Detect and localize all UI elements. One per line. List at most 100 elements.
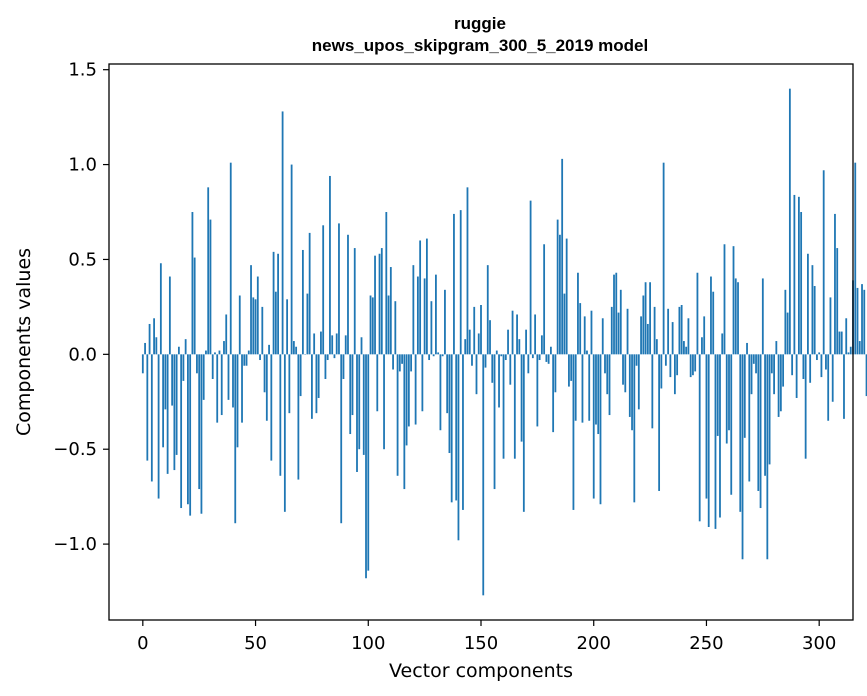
bar-component-304 — [827, 354, 830, 421]
bar-component-64 — [286, 299, 289, 355]
bar-component-85 — [333, 354, 336, 359]
y-tick-label: 0.5 — [68, 249, 97, 270]
bar-component-285 — [784, 289, 787, 355]
bar-component-7 — [157, 354, 160, 499]
bar-component-186 — [561, 158, 564, 355]
bar-component-10 — [164, 354, 167, 410]
bar-component-110 — [389, 267, 392, 355]
bar-component-235 — [671, 322, 674, 355]
bar-component-206 — [606, 354, 609, 395]
bar-component-115 — [401, 354, 403, 364]
bar-component-51 — [256, 276, 259, 355]
x-tick-label: 100 — [351, 633, 385, 654]
bar-component-243 — [689, 354, 692, 378]
bar-component-283 — [779, 354, 782, 412]
bar-component-107 — [383, 354, 385, 450]
bar-component-195 — [581, 354, 584, 423]
bar-component-35 — [220, 354, 223, 416]
bar-component-90 — [344, 335, 347, 355]
bar-component-140 — [457, 354, 460, 541]
bar-component-104 — [376, 354, 379, 412]
bar-component-254 — [714, 354, 717, 529]
x-tick-label: 200 — [577, 633, 611, 654]
bar-component-80 — [322, 225, 325, 355]
bar-component-201 — [595, 354, 597, 425]
bar-component-41 — [234, 354, 237, 524]
bar-component-203 — [599, 354, 602, 505]
bar-component-27 — [202, 354, 205, 400]
bar-component-8 — [159, 263, 162, 355]
bar-component-188 — [565, 238, 568, 355]
bar-component-264 — [737, 282, 739, 355]
bar-component-132 — [439, 354, 442, 431]
bar-component-314 — [849, 346, 852, 355]
bar-component-83 — [329, 175, 331, 355]
bar-component-137 — [450, 354, 453, 503]
bar-component-78 — [317, 354, 320, 398]
bar-component-242 — [687, 318, 690, 355]
bar-component-87 — [338, 223, 340, 355]
bar-component-233 — [667, 308, 670, 355]
bar-component-9 — [162, 354, 165, 448]
bar-component-156 — [493, 354, 496, 490]
bar-component-52 — [259, 354, 261, 361]
bar-component-262 — [732, 246, 735, 355]
bar-component-263 — [734, 278, 737, 355]
bar-component-167 — [518, 339, 521, 355]
bar-component-211 — [617, 312, 620, 355]
bar-component-185 — [559, 234, 561, 355]
bar-series — [141, 88, 867, 596]
bar-component-79 — [320, 331, 322, 355]
bar-component-311 — [843, 354, 845, 419]
bar-component-1 — [144, 342, 146, 355]
bar-component-98 — [362, 354, 365, 455]
x-tick-label: 300 — [802, 633, 836, 654]
bar-component-71 — [301, 249, 304, 355]
bar-component-289 — [793, 194, 796, 355]
bar-component-47 — [247, 350, 250, 355]
bar-component-82 — [326, 354, 329, 361]
bar-component-281 — [775, 341, 778, 355]
bar-component-37 — [225, 314, 228, 355]
bar-component-108 — [385, 212, 388, 355]
bar-component-0 — [141, 354, 144, 374]
bar-component-45 — [243, 354, 246, 366]
bar-component-116 — [403, 354, 406, 490]
bar-component-187 — [563, 293, 566, 355]
x-tick-label: 150 — [464, 633, 498, 654]
bar-component-117 — [405, 354, 408, 446]
bar-component-4 — [150, 354, 153, 482]
bar-component-288 — [791, 354, 794, 376]
x-axis: 0 50 100 150 200 250 300 — [137, 620, 836, 654]
bar-component-312 — [845, 318, 848, 355]
bar-component-33 — [216, 354, 219, 423]
bar-component-163 — [509, 354, 512, 385]
bar-component-215 — [626, 308, 629, 355]
bar-component-105 — [378, 253, 381, 355]
bar-component-303 — [825, 354, 827, 370]
x-tick-label: 50 — [244, 633, 267, 654]
bar-component-205 — [604, 354, 606, 374]
bar-component-29 — [207, 187, 210, 355]
bar-component-128 — [430, 301, 433, 355]
bar-component-13 — [171, 354, 174, 406]
bar-component-19 — [184, 339, 187, 355]
bar-component-275 — [761, 278, 764, 355]
bar-component-121 — [414, 354, 417, 425]
y-tick-label: 1.5 — [68, 60, 97, 81]
bar-component-231 — [662, 162, 665, 355]
bar-component-189 — [568, 354, 570, 387]
bar-component-151 — [482, 354, 485, 596]
bar-component-75 — [311, 354, 313, 419]
bar-component-245 — [694, 354, 697, 372]
bar-component-317 — [856, 287, 859, 355]
bar-component-296 — [809, 354, 812, 383]
bar-component-173 — [531, 354, 534, 359]
bar-component-202 — [597, 354, 600, 435]
bar-component-308 — [836, 248, 839, 355]
bar-component-31 — [211, 354, 214, 379]
bar-component-294 — [804, 354, 807, 459]
bar-component-252 — [710, 276, 712, 355]
bar-component-218 — [633, 354, 636, 503]
